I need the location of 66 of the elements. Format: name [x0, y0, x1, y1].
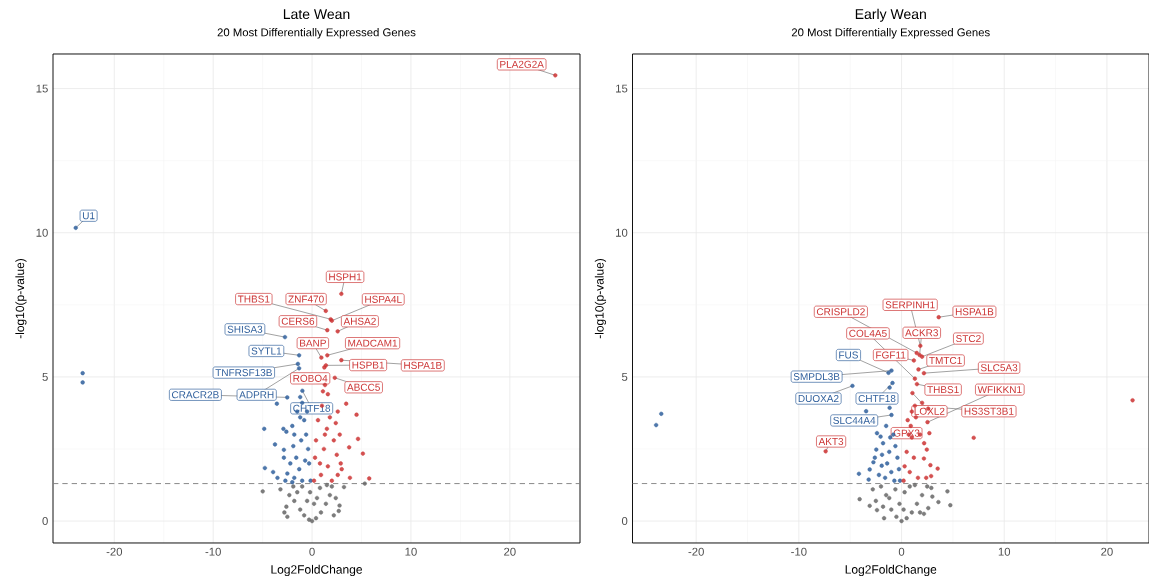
- annotation: SYTL1: [251, 347, 282, 355]
- annotation: FUS: [839, 351, 858, 359]
- annotation: BANP: [300, 339, 326, 347]
- annotation: ZNF470: [288, 295, 324, 303]
- annotation: TNFRSF13B: [215, 369, 272, 377]
- chart-title: Late Wean: [283, 9, 350, 20]
- x-tick-label: 10: [405, 547, 417, 556]
- annotation: SERPINH1: [885, 301, 935, 309]
- annotation: MADCAM1: [348, 339, 398, 347]
- annotation: ROBO4: [293, 374, 328, 382]
- y-tick-label: 15: [616, 84, 628, 93]
- chart-subtitle: 20 Most Differentially Expressed Genes: [217, 28, 416, 39]
- y-tick-label: 5: [42, 372, 48, 381]
- annotation: SLC5A3: [980, 364, 1018, 372]
- y-tick-label: 0: [621, 517, 628, 526]
- y-tick-label: 5: [621, 372, 628, 381]
- annotation: CHTF18: [293, 404, 331, 412]
- annotation: SLC44A4: [833, 416, 876, 424]
- annotation: FGF11: [876, 351, 906, 359]
- annotation: ADPRH: [239, 391, 274, 399]
- annotation: HSPA1B: [404, 361, 442, 369]
- annotation: AHSA2: [343, 317, 376, 325]
- y-tick-label: 10: [616, 228, 628, 237]
- x-tick-label: 0: [898, 547, 905, 556]
- chart-title: Early Wean: [855, 8, 926, 22]
- chart-subtitle: 20 Most Differentially Expressed Genes: [791, 28, 990, 39]
- annotation: SHISA3: [227, 325, 263, 333]
- annotation: TMTC1: [929, 356, 962, 365]
- annotation: STC2: [956, 335, 981, 343]
- annotation: CERS6: [281, 317, 315, 325]
- annotation: ACKR3: [905, 329, 938, 337]
- annotation: HSPA1B: [955, 308, 994, 316]
- x-tick-label: 0: [309, 547, 315, 556]
- annotation: CRACR2B: [172, 391, 219, 399]
- x-tick-label: 10: [998, 547, 1011, 556]
- x-tick-label: -10: [791, 547, 807, 556]
- annotation: HSPB1: [352, 361, 385, 369]
- annotation: CRISPLD2: [816, 308, 865, 316]
- annotation: GPX3: [893, 429, 920, 437]
- annotation: SMPDL3B: [793, 373, 840, 381]
- x-axis-title: Log2FoldChange: [845, 564, 937, 577]
- x-axis-title: Log2FoldChange: [271, 564, 362, 577]
- annotation: ABCC5: [347, 383, 380, 391]
- annotation: HSPA4L: [365, 295, 402, 303]
- annotation: THBS1: [927, 386, 959, 394]
- y-tick-label: 15: [36, 84, 48, 93]
- y-axis-title: -log10(p-value): [15, 258, 27, 339]
- annotation: CHTF18: [858, 394, 896, 403]
- x-tick-label: -20: [106, 547, 123, 556]
- y-tick-label: 0: [42, 517, 48, 526]
- x-tick-label: 20: [504, 547, 516, 556]
- annotation: HS3ST3B1: [964, 407, 1014, 415]
- x-tick-label: -10: [205, 547, 221, 556]
- x-tick-label: -20: [688, 547, 704, 556]
- annotation: PLA2G2A: [500, 60, 544, 68]
- annotation: HSPH1: [329, 273, 362, 281]
- annotation: AKT3: [818, 437, 844, 446]
- annotation: WFIKKN1: [977, 386, 1022, 394]
- annotation: COL4A5: [849, 329, 887, 337]
- annotation: THBS1: [237, 295, 270, 303]
- annotation: U1: [82, 212, 95, 220]
- x-tick-label: 20: [1101, 547, 1113, 556]
- annotation: LOXL2: [914, 407, 945, 415]
- y-axis-title: -log10(p-value): [594, 258, 607, 339]
- annotation: DUOXA2: [798, 394, 839, 403]
- y-tick-label: 10: [36, 228, 48, 237]
